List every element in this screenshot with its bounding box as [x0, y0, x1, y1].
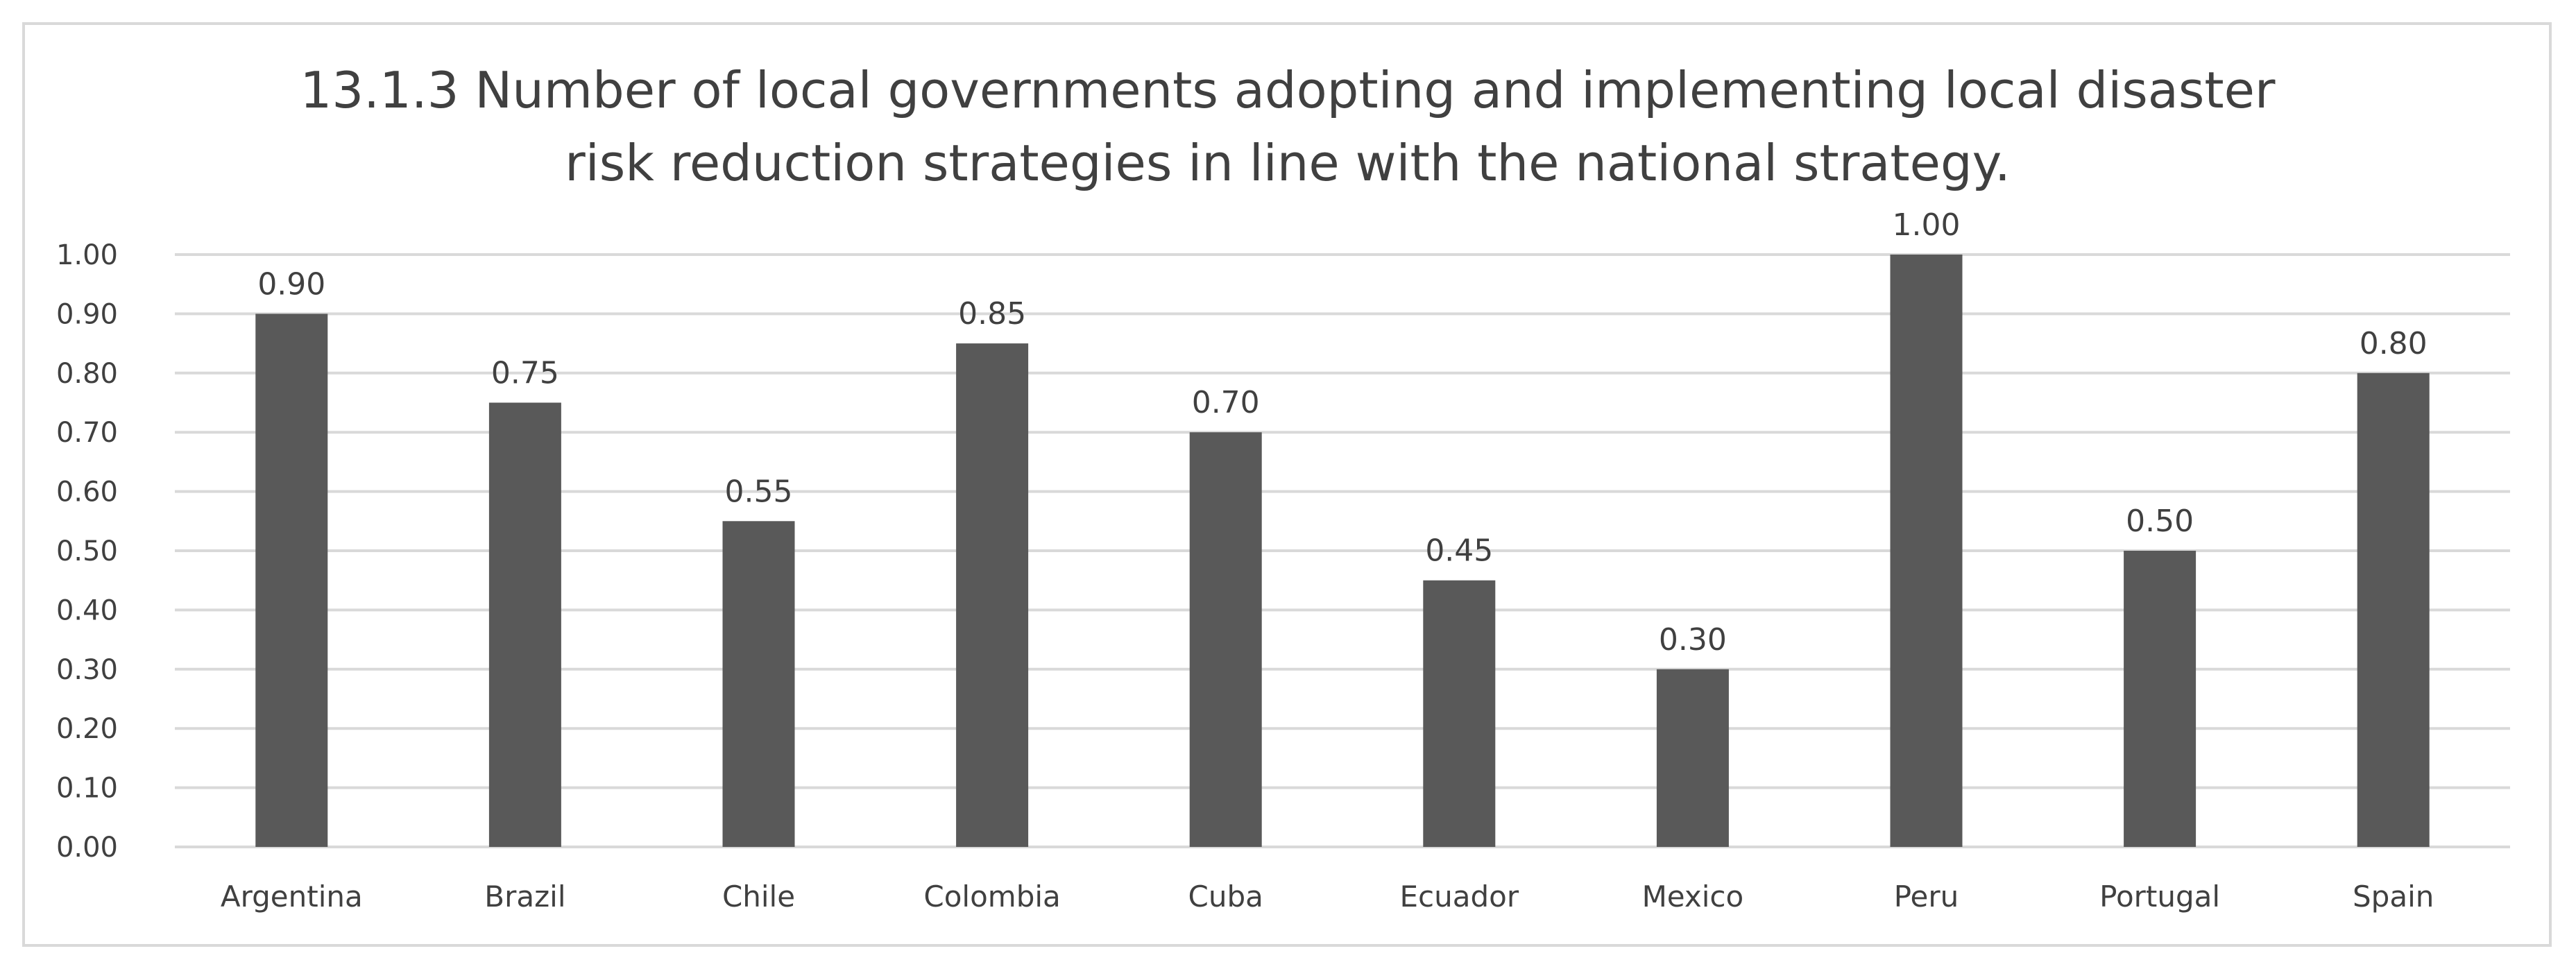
bar-spain: [2357, 372, 2430, 847]
y-tick-label: 0.50: [56, 535, 118, 567]
y-tick-label: 0.70: [56, 417, 118, 449]
category-label-portugal: Portugal: [2099, 880, 2220, 914]
y-tick-label: 0.60: [56, 477, 118, 508]
category-label-brazil: Brazil: [484, 880, 565, 914]
y-tick-label: 0.90: [56, 298, 118, 330]
chart-title: 13.1.3 Number of local governments adopt…: [300, 61, 2276, 192]
y-tick-label: 0.00: [56, 832, 118, 864]
category-label-peru: Peru: [1894, 880, 1959, 914]
data-label-chile: 0.55: [725, 474, 793, 509]
data-label-ecuador: 0.45: [1425, 533, 1493, 569]
category-label-spain: Spain: [2353, 880, 2434, 914]
data-label-mexico: 0.30: [1659, 622, 1727, 658]
data-labels: 0.90 0.75 0.55 0.85 0.70 0.45 0.30 1.00 0.50 0.80: [257, 207, 2427, 658]
data-label-cuba: 0.70: [1192, 385, 1260, 420]
category-label-cuba: Cuba: [1188, 880, 1263, 914]
data-label-colombia: 0.85: [958, 296, 1026, 332]
y-tick-label: 0.40: [56, 594, 118, 626]
y-tick-label: 0.10: [56, 773, 118, 805]
bars: [255, 255, 2430, 848]
bar-ecuador: [1423, 580, 1496, 847]
gridlines: [175, 253, 2510, 848]
bar-argentina: [255, 314, 328, 847]
chart-title-line-2: risk reduction strategies in line with t…: [565, 134, 2011, 192]
bar-colombia: [956, 343, 1029, 848]
data-label-peru: 1.00: [1893, 207, 1961, 243]
chart-title-line-1: 13.1.3 Number of local governments adopt…: [300, 61, 2276, 119]
category-label-argentina: Argentina: [221, 880, 363, 914]
category-label-ecuador: Ecuador: [1399, 880, 1519, 914]
bar-cuba: [1189, 432, 1262, 847]
y-tick-label: 0.20: [56, 713, 118, 745]
y-tick-label: 0.80: [56, 358, 118, 390]
bar-mexico: [1656, 669, 1729, 847]
data-label-brazil: 0.75: [491, 356, 559, 391]
data-label-spain: 0.80: [2360, 326, 2428, 361]
category-label-colombia: Colombia: [923, 880, 1060, 914]
bar-brazil: [488, 402, 561, 847]
y-axis-tick-labels: 0.00 0.10 0.20 0.30 0.40 0.50 0.60 0.70 0.80 0.90…: [56, 239, 118, 864]
bar-chile: [722, 521, 795, 847]
bar-peru: [1890, 255, 1963, 847]
y-tick-label: 1.00: [56, 239, 118, 271]
x-axis-category-labels: Argentina Brazil Chile Colombia Cuba Ecuador M…: [221, 880, 2434, 914]
data-label-portugal: 0.50: [2126, 504, 2194, 539]
y-tick-label: 0.30: [56, 654, 118, 686]
category-label-chile: Chile: [722, 880, 795, 914]
category-label-mexico: Mexico: [1642, 880, 1744, 914]
bar-portugal: [2124, 551, 2197, 847]
data-label-argentina: 0.90: [257, 266, 325, 302]
